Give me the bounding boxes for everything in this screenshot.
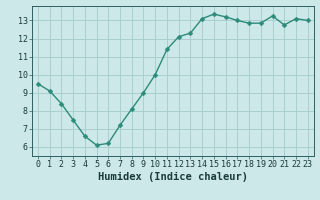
X-axis label: Humidex (Indice chaleur): Humidex (Indice chaleur) (98, 172, 248, 182)
